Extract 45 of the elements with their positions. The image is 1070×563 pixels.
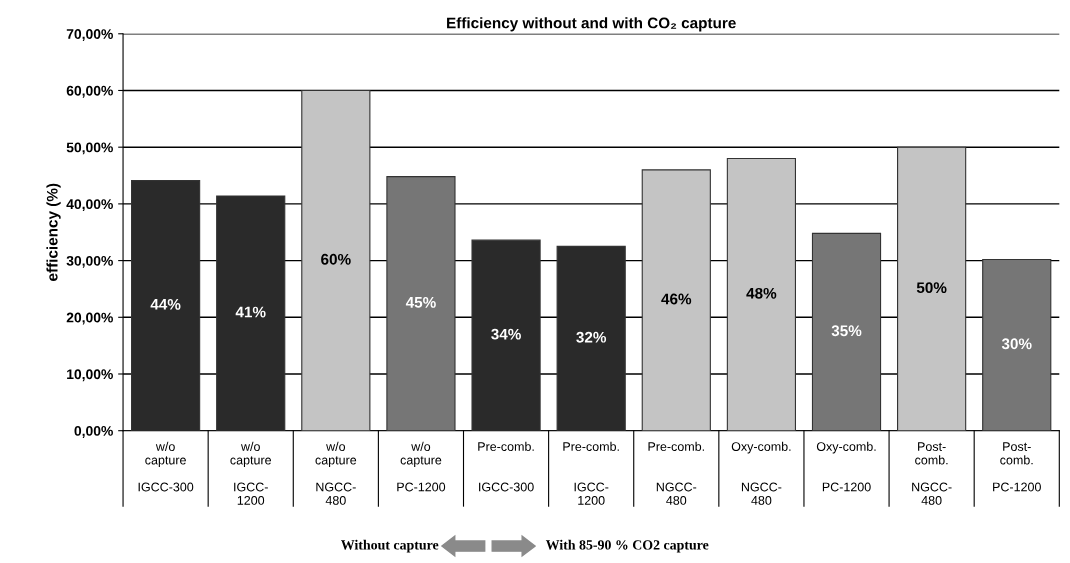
y-tick-label: 50,00% [66, 142, 113, 155]
bar [216, 195, 286, 431]
y-tick-label: 30,00% [66, 255, 113, 268]
category-label: Oxy-comb. NGCC- 480 [731, 441, 791, 505]
category-label: Pre-comb. IGCC- 1200 [563, 441, 619, 505]
category-label: Pre-comb. IGCC-300 [478, 441, 534, 492]
y-axis-title: efficiency (%) [46, 183, 61, 281]
y-tick-label: 40,00% [66, 199, 113, 212]
data-label: 30% [1001, 338, 1032, 350]
chart-title: Efficiency without and with CO₂ capture [447, 17, 736, 32]
y-tick-label: 20,00% [66, 312, 113, 325]
data-label: 50% [916, 282, 947, 294]
data-label: 48% [746, 287, 777, 299]
category-label: Oxy-comb. PC-1200 [816, 441, 876, 492]
text: With 85-90 % CO2 capture [545, 539, 709, 553]
bar [471, 239, 541, 431]
bar [726, 157, 797, 431]
bar [982, 258, 1052, 431]
data-label: 45% [405, 297, 436, 308]
bar [556, 245, 626, 431]
bar [897, 146, 967, 431]
category-label: w/o capture NGCC- 480 [315, 441, 357, 505]
data-label: 35% [831, 325, 862, 337]
y-tick-label: 60,00% [66, 85, 113, 98]
y-tick-label: 10,00% [67, 369, 113, 382]
category-label: w/o capture IGCC- 1200 [230, 441, 272, 505]
bar [301, 89, 371, 431]
data-label: 34% [491, 328, 521, 340]
category-label: Pre-comb. NGCC- 480 [648, 441, 704, 505]
data-label: 44% [150, 298, 181, 310]
text: Without capture [341, 539, 439, 553]
category-label: w/o capture PC-1200 [397, 441, 446, 492]
bar [811, 232, 882, 431]
data-label: 46% [661, 293, 692, 305]
y-tick-label: 0,00% [74, 426, 113, 438]
category-label: w/o capture IGCC-300 [138, 441, 194, 492]
category-label: Post- comb. PC-1200 [993, 442, 1041, 492]
bar [641, 169, 711, 431]
bar [131, 180, 201, 431]
y-tick-label: 70,00% [66, 29, 113, 41]
category-label: Post- comb. NGCC- 480 [912, 442, 952, 505]
data-label: 32% [576, 331, 607, 343]
bar [386, 176, 456, 431]
data-label: 41% [235, 306, 266, 318]
data-label: 60% [321, 253, 351, 265]
